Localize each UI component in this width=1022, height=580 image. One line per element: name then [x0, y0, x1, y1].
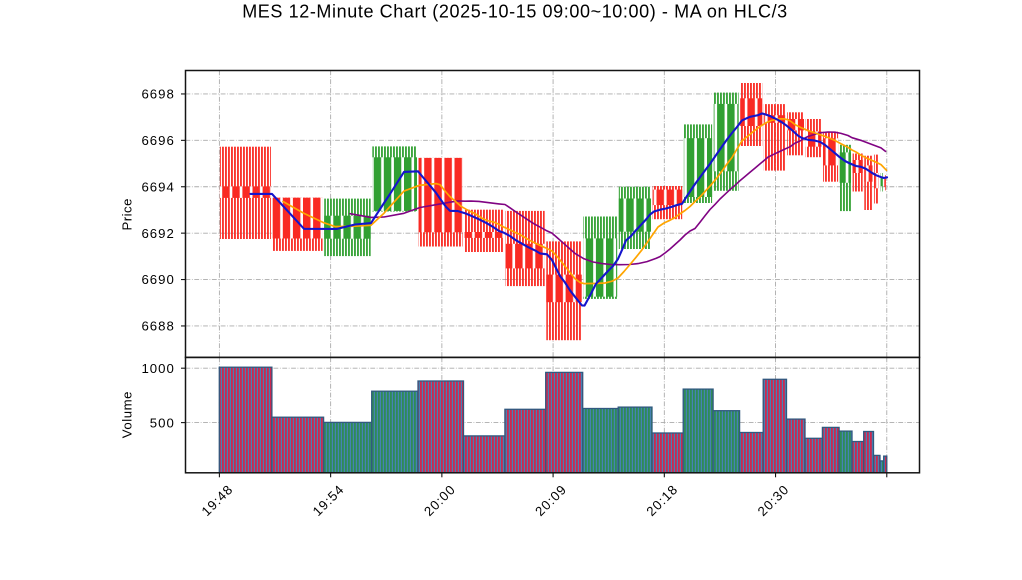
svg-text:1000: 1000	[141, 361, 174, 376]
svg-text:6692: 6692	[141, 226, 174, 241]
svg-text:6690: 6690	[141, 272, 174, 287]
svg-text:6698: 6698	[141, 87, 174, 102]
svg-text:6696: 6696	[141, 133, 174, 148]
svg-text:6694: 6694	[141, 179, 174, 194]
svg-text:MES 12-Minute Chart (2025-10-1: MES 12-Minute Chart (2025-10-15 09:00~10…	[242, 2, 788, 22]
svg-text:Volume: Volume	[120, 391, 135, 438]
svg-text:500: 500	[150, 415, 175, 430]
svg-text:6688: 6688	[141, 319, 174, 334]
svg-text:Price: Price	[120, 198, 135, 230]
